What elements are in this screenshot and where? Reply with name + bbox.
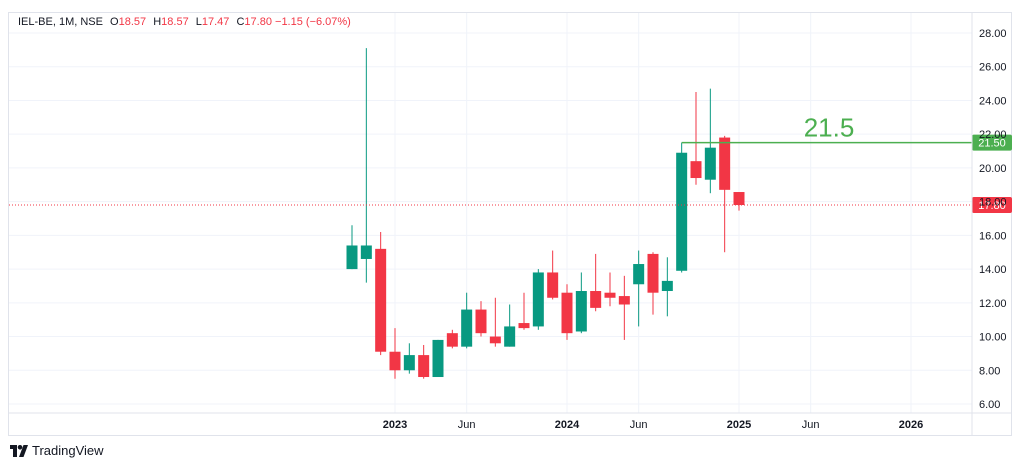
y-tick-label: 8.00 (979, 365, 1000, 377)
grid (9, 13, 972, 413)
open-label: O (110, 16, 119, 28)
low-label: L (195, 16, 202, 28)
high-value: 18.57 (161, 16, 189, 28)
horizontal-line-axis-label: 21.50 (978, 138, 1006, 150)
candle-body (575, 291, 587, 332)
tradingview-brand[interactable]: TradingView (10, 443, 104, 458)
candle-body (446, 333, 458, 347)
y-tick-label: 24.00 (979, 95, 1007, 107)
x-tick-label: Jun (802, 419, 820, 431)
tradingview-name: TradingView (32, 443, 104, 458)
candle-body (719, 137, 731, 190)
chart-frame (8, 12, 1012, 436)
candle-body (532, 272, 544, 327)
change-value: −1.15 (−6.07%) (275, 16, 351, 28)
y-tick-label: 20.00 (979, 163, 1007, 175)
y-tick-label: 12.00 (979, 298, 1007, 310)
candles (346, 48, 745, 379)
candle-body (661, 280, 673, 292)
candle-body (375, 248, 387, 352)
close-value: 17.80 (244, 16, 272, 28)
candle-body (489, 336, 501, 344)
candle-body (676, 152, 688, 271)
symbol-label[interactable]: IEL-BE, 1M, NSE (18, 16, 103, 28)
y-tick-label: 22.00 (979, 129, 1007, 141)
y-tick-label: 6.00 (979, 399, 1000, 411)
candle-body (604, 292, 616, 298)
x-tick-label: 2025 (727, 419, 751, 431)
y-tick-label: 14.00 (979, 264, 1007, 276)
candle-body (461, 309, 473, 347)
x-tick-label: 2026 (899, 419, 923, 431)
axes: 28.00 26.00 24.00 22.00 20.00 18.00 16.00 14.00… (9, 13, 1012, 436)
x-tick-label: 2024 (555, 419, 580, 431)
candle-body (418, 355, 430, 378)
candle-body (618, 296, 630, 305)
candle-body (633, 264, 645, 285)
y-tick-label: 16.00 (979, 230, 1007, 242)
candle-body (403, 355, 415, 371)
horizontal-line-badge (972, 134, 1012, 151)
candle-body (346, 245, 358, 270)
y-tick-label: 18.00 (979, 197, 1007, 209)
tradingview-logo-icon (10, 444, 28, 457)
candle-body (547, 272, 559, 298)
candle-body (590, 291, 602, 308)
low-value: 17.47 (201, 16, 230, 28)
open-value: 18.57 (118, 16, 147, 28)
candle-body (432, 339, 444, 378)
y-tick-label: 26.00 (979, 62, 1007, 74)
horizontal-line-text: 21.5 (804, 113, 855, 143)
high-label: H (153, 16, 162, 28)
candle-body (389, 351, 401, 371)
close-label: C (236, 16, 245, 28)
chart-legend: IEL-BE, 1M, NSE O18.57 H18.57 L17.47 C17… (18, 16, 351, 28)
x-tick-label: Jun (458, 419, 476, 431)
y-tick-label: 28.00 (979, 28, 1007, 40)
y-tick-label: 10.00 (979, 332, 1007, 344)
candle-body (704, 147, 716, 180)
annotations: 17.80 21.5 21.50 (9, 113, 1012, 214)
last-price-badge (972, 197, 1012, 214)
candle-body (561, 292, 573, 334)
x-tick-label: Jun (630, 419, 648, 431)
last-price-label: 17.80 (978, 200, 1006, 212)
candle-body (518, 323, 530, 329)
candle-body (360, 245, 372, 259)
candle-body (690, 161, 702, 179)
x-tick-label: 2023 (383, 419, 407, 431)
candle-body (504, 326, 516, 347)
candle-body (475, 309, 487, 334)
candle-body (647, 253, 659, 293)
candle-body (733, 192, 745, 206)
